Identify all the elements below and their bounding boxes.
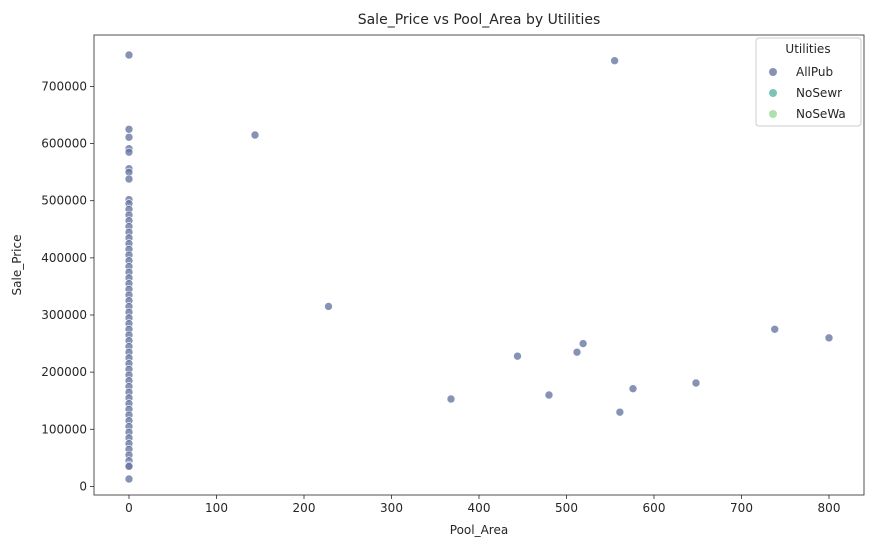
x-tick-label-200: 200 [293, 501, 316, 515]
x-tick-label-300: 300 [380, 501, 403, 515]
data-point-allpub-1 [124, 124, 134, 134]
data-point-allpub-64 [578, 339, 588, 348]
y-axis-title: Sale_Price [10, 235, 24, 296]
data-point-allpub-70 [824, 333, 834, 343]
plot-frame [93, 34, 865, 496]
legend-box [755, 37, 862, 127]
y-tick-label-300000: 300000 [41, 308, 87, 322]
y-tick-label-700000: 700000 [41, 79, 87, 93]
data-point-allpub-4 [124, 147, 134, 157]
data-point-allpub-57 [124, 474, 134, 484]
plot-points [124, 50, 834, 484]
data-point-allpub-60 [446, 394, 456, 404]
data-point-allpub-68 [691, 378, 701, 388]
data-point-allpub-66 [615, 407, 625, 417]
x-tick-label-100: 100 [205, 501, 228, 515]
legend: Utilities AllPub NoSewr NoSeWa [755, 37, 862, 127]
data-point-allpub-67 [628, 384, 638, 394]
x-tick-label-600: 600 [643, 501, 666, 515]
x-tick-label-800: 800 [818, 501, 841, 515]
legend-marker-nosewr [769, 89, 777, 97]
data-point-allpub-65 [610, 56, 619, 66]
legend-label-nosewa: NoSeWa [796, 107, 846, 121]
x-tick-label-400: 400 [468, 501, 491, 515]
y-tick-label-0: 0 [79, 479, 87, 493]
chart-title: Sale_Price vs Pool_Area by Utilities [358, 12, 601, 28]
y-tick-label-600000: 600000 [41, 137, 87, 151]
x-axis-title: Pool_Area [450, 523, 508, 537]
y-tick-label-500000: 500000 [41, 194, 87, 208]
legend-item-allpub: AllPub [769, 65, 833, 79]
data-point-allpub-0 [124, 50, 134, 60]
y-axis: 0 100000 200000 300000 400000 500000 600000 700… [41, 79, 94, 493]
x-tick-label-0: 0 [125, 501, 133, 515]
y-tick-label-200000: 200000 [41, 365, 87, 379]
legend-marker-allpub [769, 68, 777, 76]
data-point-allpub-7 [124, 174, 134, 184]
legend-label-nosewr: NoSewr [796, 86, 842, 100]
data-point-allpub-58 [250, 130, 260, 140]
x-tick-label-700: 700 [730, 501, 753, 515]
data-point-allpub-69 [770, 324, 780, 334]
legend-label-allpub: AllPub [796, 65, 833, 79]
data-point-allpub-62 [544, 390, 554, 400]
data-point-allpub-61 [513, 351, 522, 361]
legend-marker-nosewa [769, 110, 777, 118]
legend-title: Utilities [785, 42, 830, 56]
legend-item-nosewa: NoSeWa [769, 107, 846, 121]
data-point-allpub-63 [572, 347, 582, 357]
x-axis: 0 100 200 300 400 500 600 700 800 [125, 495, 840, 515]
y-tick-label-400000: 400000 [41, 251, 87, 265]
x-tick-label-500: 500 [555, 501, 578, 515]
legend-item-nosewr: NoSewr [769, 86, 842, 100]
data-point-allpub-56 [124, 462, 134, 471]
y-tick-label-100000: 100000 [41, 422, 87, 436]
data-point-allpub-2 [124, 132, 134, 142]
data-point-allpub-59 [324, 302, 333, 311]
